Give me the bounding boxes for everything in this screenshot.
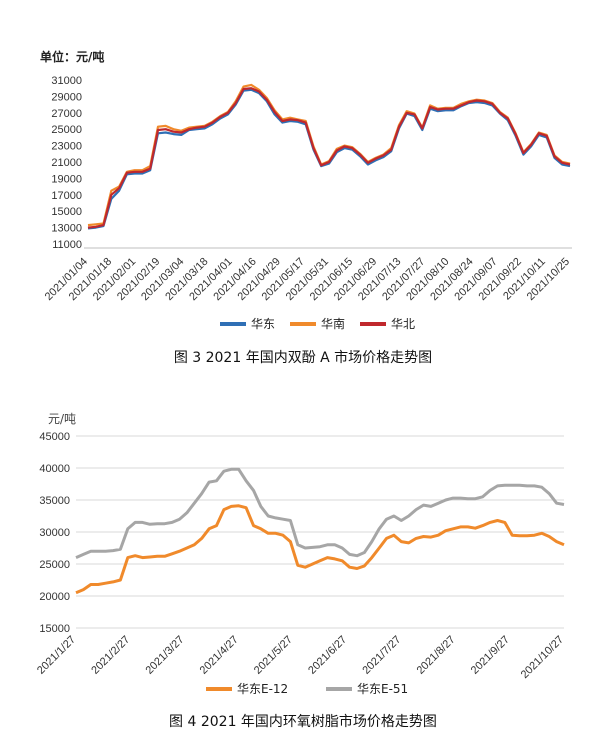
chart-bisphenol-a: 单位：元/吨 11000 13000 15000 17000 19000 21000 230… <box>40 49 572 366</box>
chart1-legend: 华东 华南 华北 <box>220 316 415 331</box>
chart1-series-lines <box>87 83 571 230</box>
chart2-legend-label-1: 华东E-12 <box>237 682 288 696</box>
chart2-legend-label-2: 华东E-51 <box>357 682 408 696</box>
chart1-y-tick-label: 15000 <box>51 206 82 218</box>
chart2-y-ticks: 15000 20000 25000 30000 35000 40000 45000 <box>39 431 70 635</box>
chart1-y-tick-label: 31000 <box>51 75 82 87</box>
chart2-caption: 图 4 2021 年国内环氧树脂市场价格走势图 <box>169 713 437 730</box>
chart2-legend: 华东E-12 华东E-51 <box>206 682 408 696</box>
chart2-x-tick-label: 2021/8/27 <box>415 634 458 677</box>
chart1-y-ticks: 11000 13000 15000 17000 19000 21000 23000 25000… <box>51 75 82 251</box>
chart2-x-tick-label: 2021/2/27 <box>89 634 132 677</box>
chart1-y-tick-label: 13000 <box>51 223 82 235</box>
chart1-caption: 图 3 2021 年国内双酚 A 市场价格走势图 <box>174 349 432 366</box>
chart2-x-tick-label: 2021/7/27 <box>360 634 403 677</box>
chart1-y-tick-label: 21000 <box>51 157 82 169</box>
chart2-y-tick-label: 30000 <box>39 527 70 539</box>
chart2-x-tick-label: 2021/6/27 <box>306 634 349 677</box>
chart2-y-tick-label: 15000 <box>39 623 70 635</box>
chart2-y-tick-label: 40000 <box>39 463 70 475</box>
chart2-y-tick-label: 20000 <box>39 591 70 603</box>
chart2-gridlines <box>76 435 564 629</box>
chart2-series-lines <box>75 467 565 595</box>
chart2-x-tick-label: 2021/5/27 <box>252 634 295 677</box>
chart1-legend-label-1: 华东 <box>251 317 275 331</box>
chart2-x-tick-label: 2021/9/27 <box>469 634 512 677</box>
chart1-y-tick-label: 29000 <box>51 91 82 103</box>
chart1-legend-label-2: 华南 <box>321 316 345 331</box>
chart2-x-tick-label: 2021/3/27 <box>143 634 186 677</box>
chart1-series-line-3 <box>87 87 571 229</box>
chart1-x-ticks: 2021/01/042021/01/182021/02/012021/02/19… <box>43 256 572 303</box>
chart1-y-tick-label: 25000 <box>51 124 82 136</box>
chart2-series-line-2 <box>75 467 565 559</box>
chart2-unit-label: 元/吨 <box>48 412 76 426</box>
chart1-y-tick-label: 23000 <box>51 141 82 153</box>
chart1-series-line-1 <box>87 88 571 230</box>
chart2-y-tick-label: 35000 <box>39 495 70 507</box>
chart1-legend-label-3: 华北 <box>391 317 415 331</box>
chart2-y-tick-label: 45000 <box>39 431 70 443</box>
chart2-x-tick-label: 2021/4/27 <box>198 634 241 677</box>
chart1-y-tick-label: 27000 <box>51 108 82 120</box>
chart2-x-ticks: 2021/1/27 2021/2/27 2021/3/27 2021/4/27 2021… <box>35 634 566 681</box>
chart1-y-tick-label: 11000 <box>52 239 82 251</box>
chart2-y-tick-label: 25000 <box>39 559 70 571</box>
chart2-x-tick-label: 2021/1/27 <box>35 634 78 677</box>
chart1-y-tick-label: 17000 <box>51 190 82 202</box>
chart2-x-tick-label: 2021/10/27 <box>519 634 566 681</box>
chart1-series-line-2 <box>87 83 571 227</box>
chart1-unit-label: 单位：元/吨 <box>40 49 104 64</box>
chart2-series-line-1 <box>75 504 565 595</box>
chart1-y-tick-label: 19000 <box>51 173 82 185</box>
chart-epoxy-resin: 元/吨 15000200002500030000350004000045000 … <box>35 412 566 730</box>
